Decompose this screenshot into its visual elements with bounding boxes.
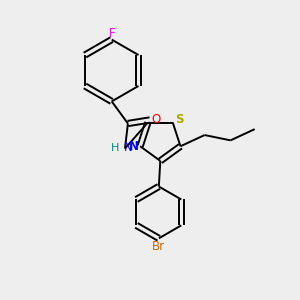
Text: O: O [152, 113, 161, 127]
Text: Br: Br [152, 240, 165, 253]
Text: F: F [108, 27, 115, 40]
Text: S: S [175, 112, 184, 125]
Text: N: N [124, 141, 133, 154]
Text: H: H [111, 143, 120, 153]
Text: N: N [129, 140, 139, 153]
